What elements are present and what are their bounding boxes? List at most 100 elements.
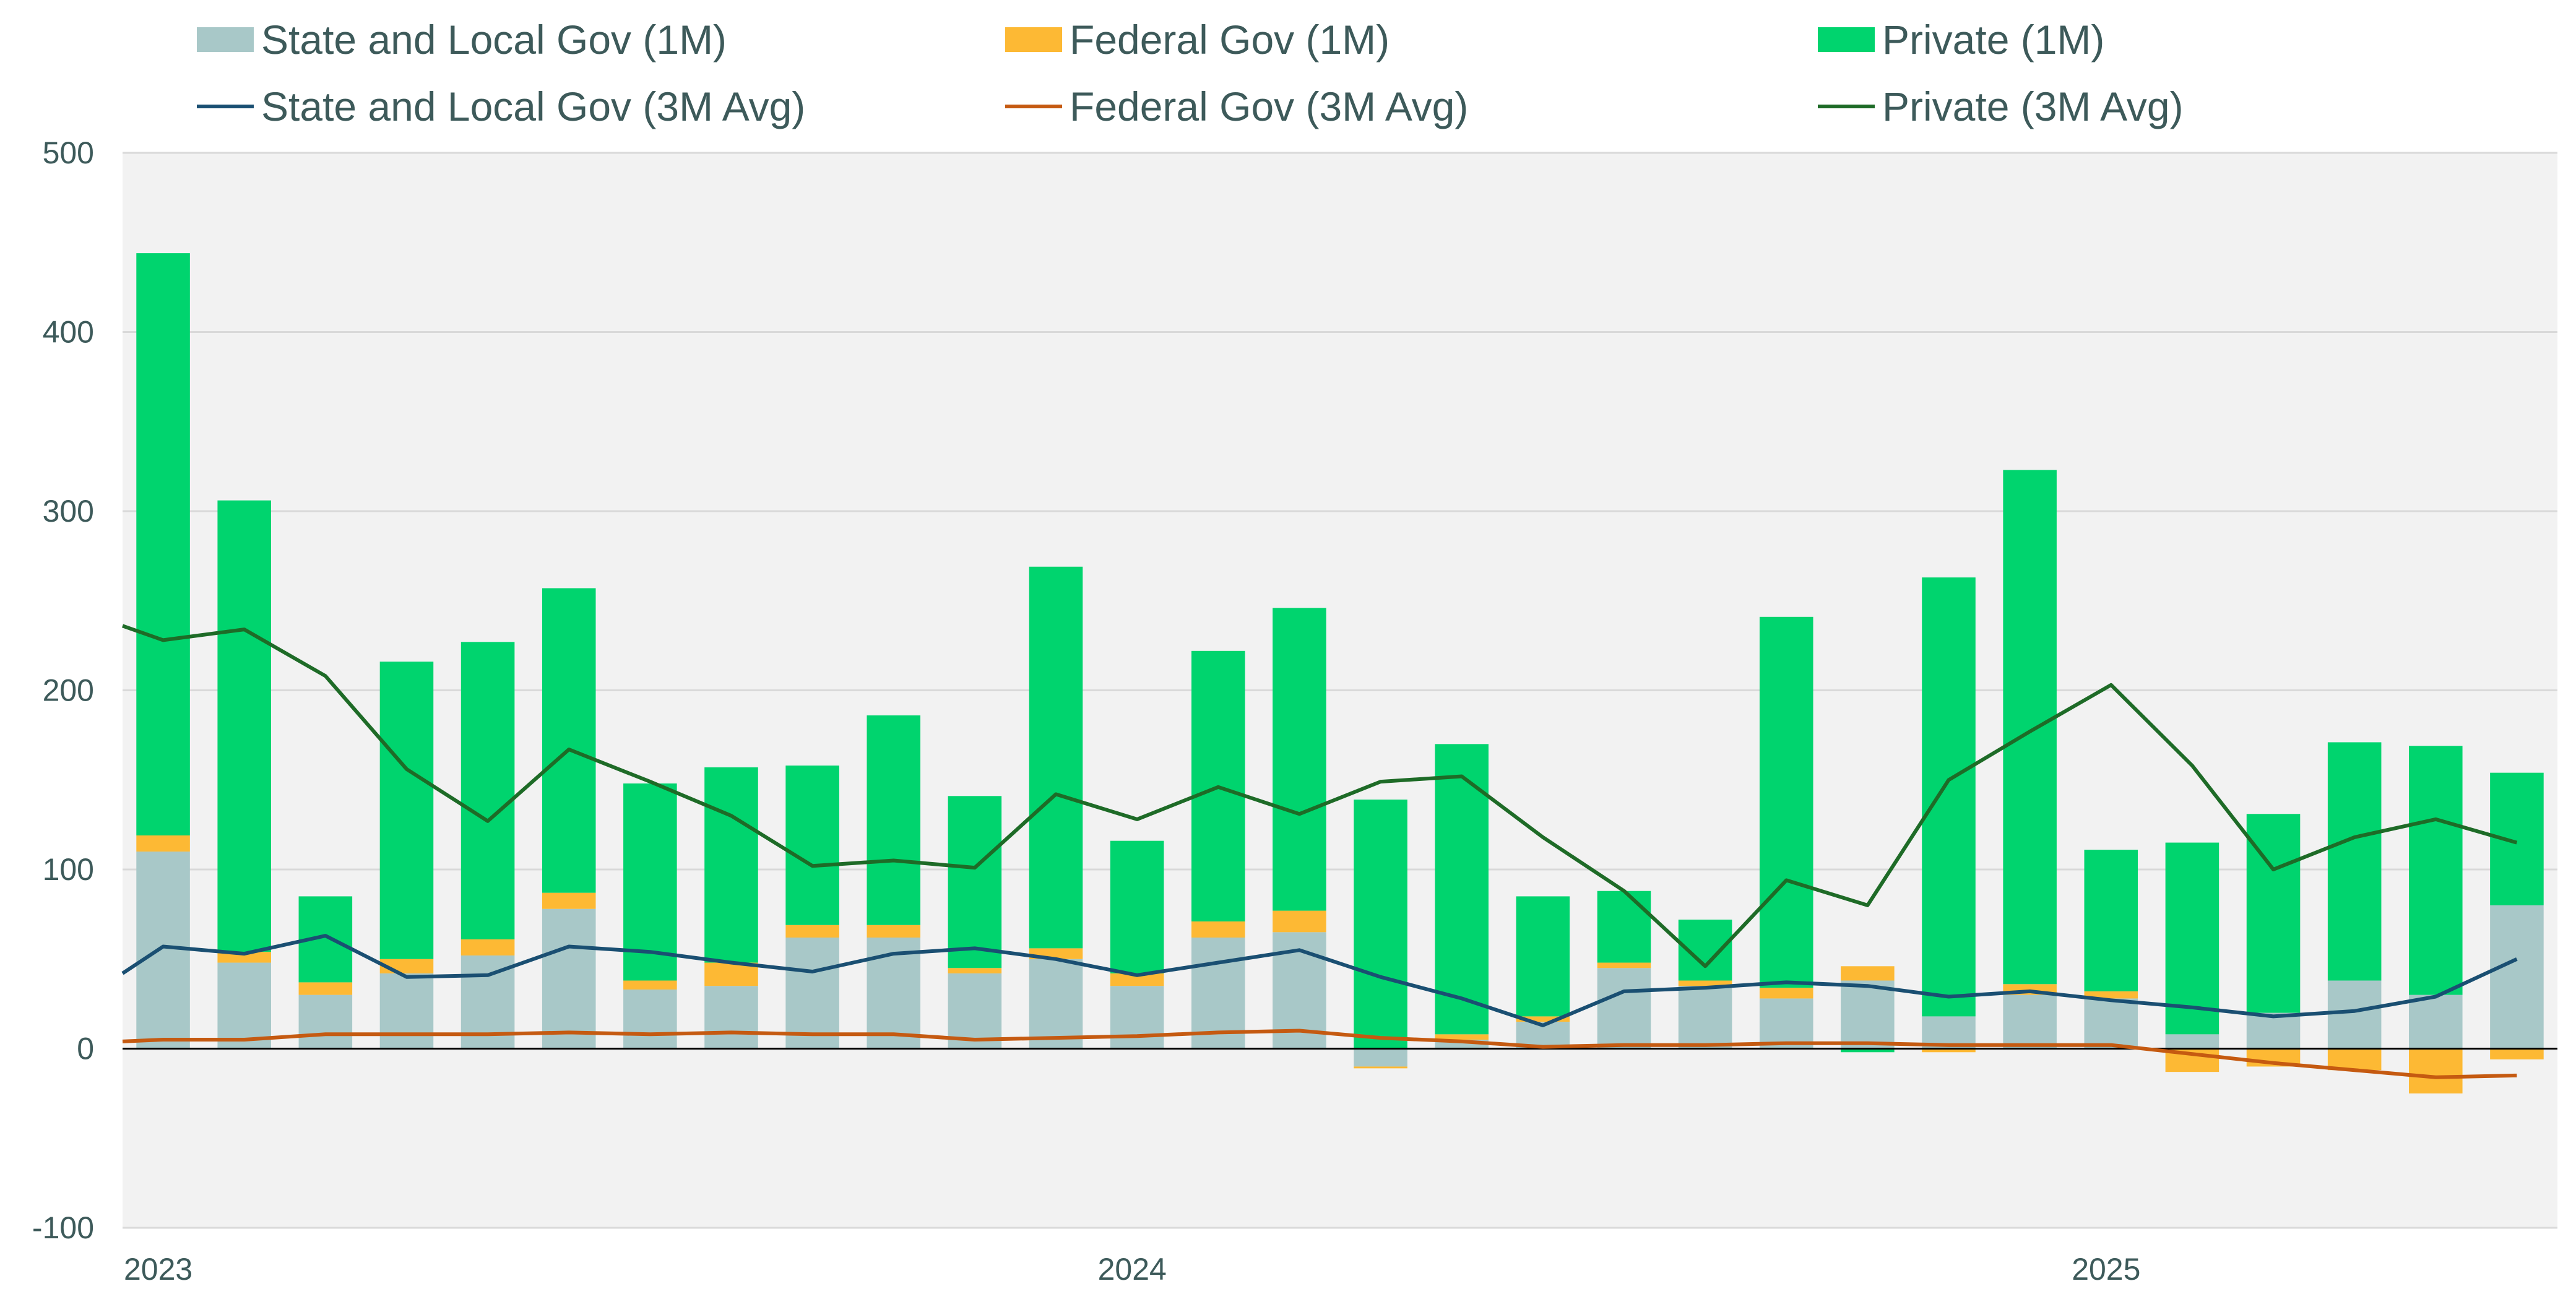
bar-segment [2084,991,2138,999]
bar-segment [1354,1048,1407,1067]
series-line [122,624,2518,968]
bar-segment [2084,850,2138,991]
bar-segment [704,767,758,963]
bar-segment [1191,938,1245,1049]
bar-segment [2409,1048,2463,1093]
bar-segment [136,835,190,852]
bar-segment [542,588,596,893]
bar-segment [1841,1048,1895,1053]
y-tick-label: 200 [43,673,94,708]
bar-segment [623,989,677,1049]
legend: State and Local Gov (1M) Federal Gov (1M)… [197,17,2184,129]
bar-segment [1922,1048,1976,1053]
bar-segment [1354,1066,1407,1069]
bar-segment [1191,921,1245,938]
legend-label: Federal Gov (3M Avg) [1070,84,1468,129]
bar-segment [1273,910,1326,933]
bar-segment [2165,1034,2219,1049]
bar-segment [948,973,1002,1049]
bar-segment [1759,988,1813,999]
bar-segment [1110,840,1164,973]
bar-segment [460,642,515,939]
bar-segment [1678,986,1732,1049]
legend-label: State and Local Gov (3M Avg) [261,84,805,129]
y-tick-label: 400 [43,315,94,350]
bar-segment [2003,994,2057,1049]
bar-segment [217,952,271,963]
bar-segment [2327,742,2382,981]
bar-segment [785,925,839,938]
bar-segment [217,962,271,1049]
bar-segment [948,968,1002,973]
bar-segment [1516,896,1570,1017]
bar-segment [785,938,839,1049]
bar-segment [623,783,677,981]
bar-segment [136,253,190,835]
bar-segment [298,982,353,995]
series-line [122,1029,2517,1079]
y-tick-label: -100 [32,1210,94,1245]
bar-segment [1759,616,1813,988]
bar-segment [948,796,1002,968]
bar-segment [542,892,596,909]
bar-segment [1841,966,1895,981]
y-tick-label: 300 [43,494,94,528]
bar-segment [1597,962,1651,968]
y-axis-tick-labels: -100 0 100 200 300 400 500 [32,136,94,1245]
legend-swatch [1818,27,1875,52]
bar-segment [2327,980,2382,1049]
legend-label: Private (3M Avg) [1882,84,2184,129]
y-tick-label: 100 [43,852,94,887]
bar-segment [1841,980,1895,1049]
legend-label: State and Local Gov (1M) [261,17,727,63]
bar-segment [298,994,353,1049]
bar-segment [1597,968,1651,1049]
bar-segment [2490,905,2544,1049]
bar-segment [460,939,515,955]
bar-segment [867,715,921,925]
bar-segment [623,980,677,990]
y-tick-label: 0 [77,1032,94,1066]
x-axis-year-labels: 2023 2024 2025 [124,1252,2140,1287]
bar-segment [1354,800,1407,1049]
bar-segment [136,852,190,1049]
bar-segment [785,766,839,925]
bar-segment [867,925,921,938]
bar-segment [2490,1048,2544,1059]
bar-segment [1110,973,1164,986]
series-line [121,934,2518,1027]
bar-segment [2327,1048,2382,1071]
gridlines [123,152,2557,1229]
bar-segment [1435,744,1489,1035]
bar-segment [2003,470,2057,985]
bar-segment [1922,577,1976,1017]
bar-segment [1435,1034,1489,1040]
bar-segment [217,500,271,952]
bar-segment [1678,980,1732,986]
bar-segment [1273,608,1326,911]
bar-segment [1516,1016,1570,1022]
average-lines [121,624,2518,1079]
bar-segment [2165,842,2219,1035]
legend-swatch [1005,27,1062,52]
bar-segment [2409,994,2463,1049]
bar-segment [1110,986,1164,1049]
bar-segment [379,662,434,959]
bar-segment [2246,1012,2301,1049]
bar-segment [1597,891,1651,963]
bar-segment [1759,998,1813,1049]
legend-label: Federal Gov (1M) [1070,17,1390,63]
legend-label: Private (1M) [1882,17,2104,63]
bar-segment [1029,566,1083,949]
bar-segment [379,973,434,1049]
y-tick-label: 500 [43,136,94,170]
bar-segment [1029,959,1083,1049]
bar-segment [704,962,758,986]
bar-segment [542,908,596,1049]
legend-swatch [197,27,254,52]
x-year-label: 2023 [124,1252,192,1287]
bar-segment [2084,998,2138,1049]
x-year-label: 2024 [1098,1252,1167,1287]
x-year-label: 2025 [2072,1252,2140,1287]
